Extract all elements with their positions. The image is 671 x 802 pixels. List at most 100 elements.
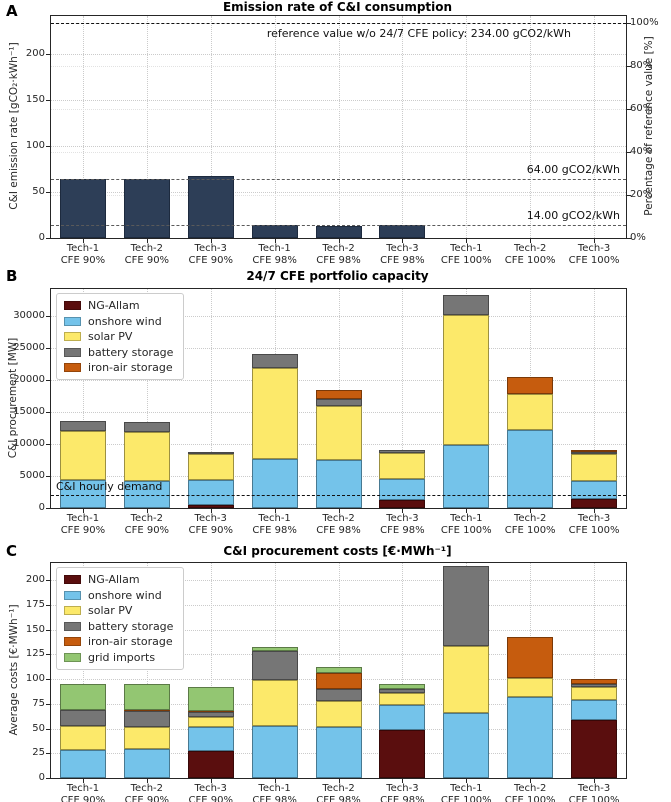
x-tick-label: Tech-1 CFE 90% bbox=[61, 513, 105, 536]
x-tick-label-tech: Tech-3 bbox=[194, 243, 227, 254]
y-tick-mark bbox=[46, 654, 51, 656]
bar-segment-battery-storage bbox=[59, 420, 106, 432]
bar-segment-grid-imports bbox=[251, 646, 298, 652]
gridline-vertical bbox=[594, 563, 596, 778]
legend-swatch-solar-pv bbox=[64, 332, 81, 341]
bar-segment-battery-storage bbox=[443, 566, 490, 646]
legend-item: grid imports bbox=[64, 651, 173, 664]
x-tick-label-cfe: CFE 98% bbox=[252, 524, 297, 536]
bar-segment-solar-pv bbox=[443, 645, 490, 713]
x-tick-label-tech: Tech-3 bbox=[386, 243, 419, 254]
emission-bar bbox=[251, 225, 298, 238]
bar-segment-solar-pv bbox=[379, 693, 426, 705]
gridline-horizontal-right bbox=[51, 151, 626, 153]
y-tick-mark bbox=[46, 475, 51, 477]
bar-segment-iron-air-storage bbox=[315, 390, 362, 400]
x-tick-mark bbox=[82, 508, 84, 513]
bar-segment-battery-storage bbox=[59, 709, 106, 726]
bar-segment-onshore-wind bbox=[123, 749, 170, 778]
bar-segment-solar-pv bbox=[251, 680, 298, 726]
gridline-vertical bbox=[146, 16, 148, 238]
bar-segment-ng-allam bbox=[571, 719, 618, 778]
legend-item: iron-air storage bbox=[64, 635, 173, 648]
gridline-horizontal bbox=[51, 146, 626, 148]
panel-title-b: 24/7 CFE portfolio capacity bbox=[246, 269, 429, 283]
y-tick-mark bbox=[46, 605, 51, 606]
bar-segment-ng-allam bbox=[187, 751, 234, 778]
x-tick-mark bbox=[338, 238, 340, 243]
y-tick-mark-right bbox=[626, 151, 631, 153]
gridline-vertical bbox=[338, 16, 340, 238]
bar-segment-solar-pv bbox=[315, 700, 362, 727]
bar-segment-onshore-wind bbox=[507, 429, 554, 508]
x-tick-label-tech: Tech-1 bbox=[66, 783, 100, 794]
x-tick-label-cfe: CFE 100% bbox=[568, 524, 620, 536]
legend-item: battery storage bbox=[64, 620, 173, 633]
x-tick-label-cfe: CFE 90% bbox=[124, 794, 170, 802]
x-tick-label-cfe: CFE 98% bbox=[380, 524, 425, 536]
bar-segment-battery-storage bbox=[187, 451, 234, 455]
gridline-vertical bbox=[594, 16, 596, 238]
bar-segment-solar-pv bbox=[59, 431, 106, 481]
y-tick-label: 0 bbox=[38, 502, 45, 513]
x-tick-label: Tech-2 CFE 100% bbox=[505, 513, 556, 536]
reference-line bbox=[51, 22, 626, 24]
x-tick-mark bbox=[594, 778, 596, 783]
bar-segment-battery-storage bbox=[315, 689, 362, 701]
y-tick-label: 200 bbox=[25, 574, 45, 586]
y-tick-mark bbox=[46, 443, 51, 445]
gridline-horizontal bbox=[51, 629, 626, 631]
y-tick-mark bbox=[46, 100, 51, 102]
x-tick-label: Tech-3 CFE 98% bbox=[380, 783, 424, 802]
y-tick-mark bbox=[46, 580, 51, 582]
x-tick-label-cfe: CFE 90% bbox=[60, 524, 106, 536]
bar-segment-solar-pv bbox=[379, 452, 426, 480]
y-tick-label: 25000 bbox=[13, 341, 45, 353]
x-tick-label-cfe: CFE 98% bbox=[252, 254, 297, 266]
y-tick-mark-right bbox=[626, 22, 631, 24]
y-tick-mark-right bbox=[626, 238, 631, 239]
x-tick-label-cfe: CFE 100% bbox=[440, 524, 492, 536]
bar-segment-solar-pv bbox=[571, 687, 618, 700]
x-tick-label-cfe: CFE 90% bbox=[60, 794, 106, 802]
x-tick-label: Tech-2 CFE 90% bbox=[125, 513, 169, 536]
bar-segment-solar-pv bbox=[315, 406, 362, 460]
gridline-horizontal bbox=[51, 379, 626, 381]
legend-item: solar PV bbox=[64, 604, 173, 617]
x-tick-label: Tech-1 CFE 90% bbox=[61, 243, 105, 266]
x-tick-label: Tech-2 CFE 98% bbox=[316, 243, 360, 266]
x-tick-mark bbox=[274, 508, 276, 513]
legend-item: battery storage bbox=[64, 346, 173, 359]
bar-segment-grid-imports bbox=[379, 684, 426, 690]
x-tick-label: Tech-1 CFE 98% bbox=[252, 513, 296, 536]
bar-segment-solar-pv bbox=[443, 314, 490, 446]
gridline-vertical bbox=[402, 289, 404, 508]
x-tick-mark bbox=[274, 238, 276, 243]
x-tick-label: Tech-2 CFE 90% bbox=[125, 783, 169, 802]
bar-segment-solar-pv bbox=[571, 454, 618, 482]
bar-segment-onshore-wind bbox=[315, 726, 362, 778]
x-tick-label: Tech-1 CFE 90% bbox=[61, 783, 105, 802]
x-tick-label: Tech-3 CFE 100% bbox=[569, 243, 620, 266]
legend: NG-Allam onshore wind solar PV battery stor… bbox=[56, 293, 185, 380]
plot-area-c: 0 25 50 75 100 125 150 175 200 NG-Allam onshore wi… bbox=[26, 562, 627, 802]
y-tick-mark bbox=[46, 703, 51, 705]
x-tick-label: Tech-3 CFE 98% bbox=[380, 513, 424, 536]
legend-swatch-onshore-wind bbox=[64, 590, 81, 600]
gridline-horizontal-right bbox=[51, 108, 626, 110]
x-tick-label-cfe: CFE 90% bbox=[60, 254, 106, 266]
bar-segment-ng-allam bbox=[571, 499, 618, 508]
gridline-horizontal bbox=[51, 315, 626, 317]
y-tick-label: 150 bbox=[25, 94, 45, 106]
x-tick-mark bbox=[530, 778, 532, 783]
legend-label: onshore wind bbox=[88, 588, 162, 602]
x-tick-label-cfe: CFE 100% bbox=[504, 794, 556, 802]
legend-label: solar PV bbox=[88, 330, 133, 343]
bar-segment-grid-imports bbox=[187, 687, 234, 711]
y-tick-label: 5000 bbox=[19, 469, 45, 481]
gridline-horizontal bbox=[51, 192, 626, 194]
x-tick-label-cfe: CFE 100% bbox=[568, 254, 620, 266]
x-tick-label-tech: Tech-3 bbox=[577, 783, 611, 794]
legend-label: iron-air storage bbox=[88, 635, 173, 648]
bar-segment-grid-imports bbox=[123, 684, 170, 710]
